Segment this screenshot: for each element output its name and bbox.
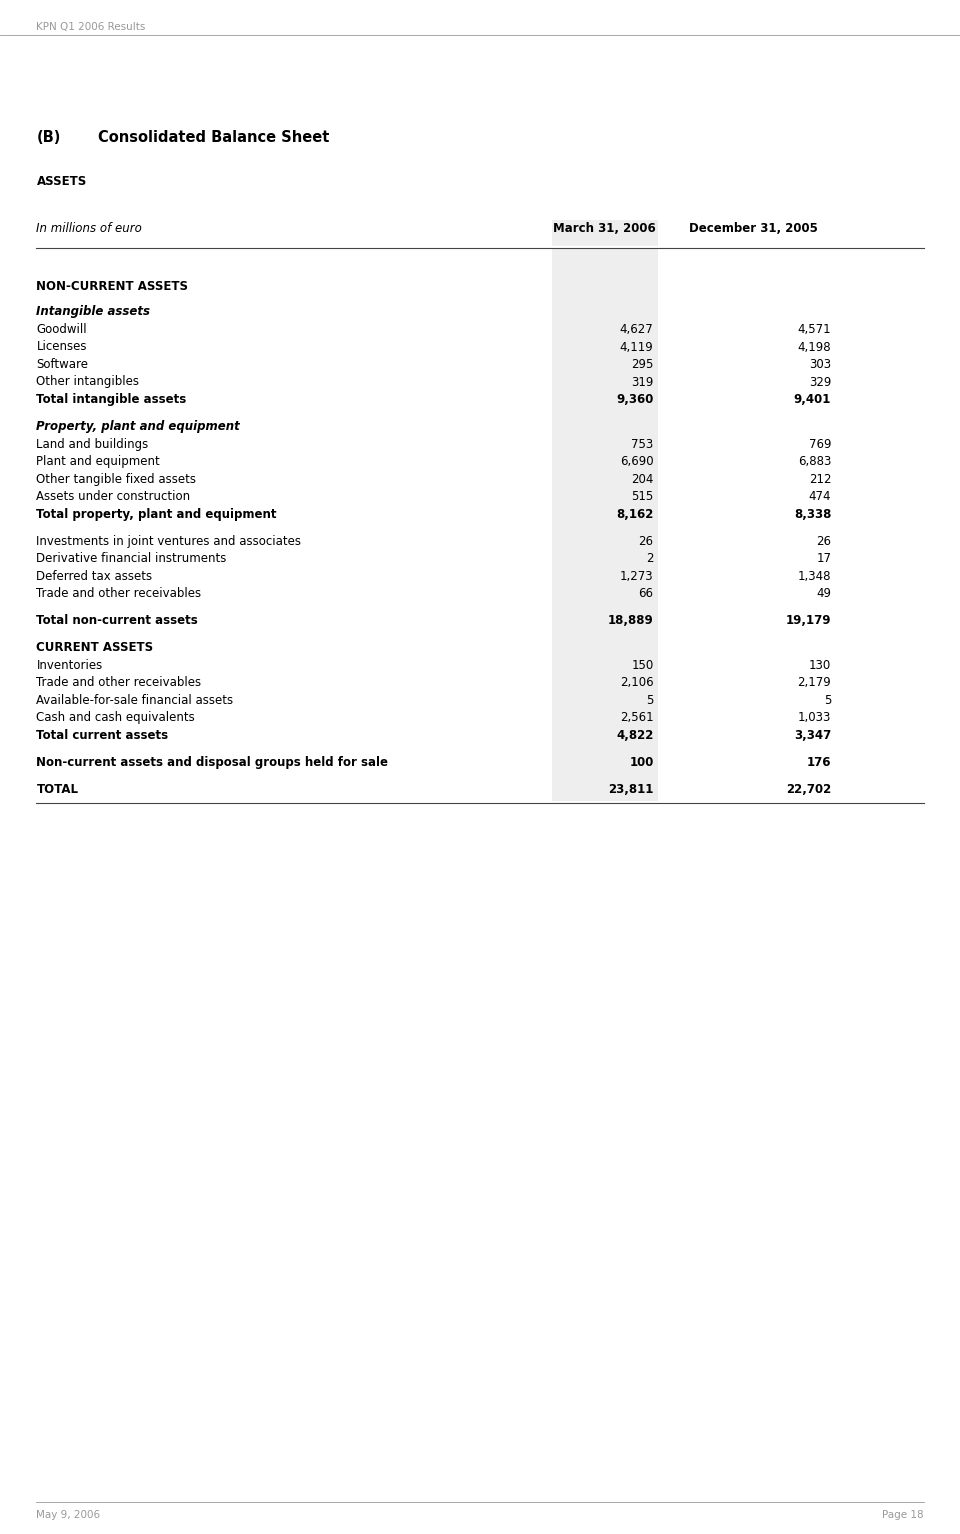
Text: 4,571: 4,571 [798, 324, 831, 336]
Text: Licenses: Licenses [36, 341, 87, 353]
Text: Investments in joint ventures and associates: Investments in joint ventures and associ… [36, 535, 301, 548]
Text: (B): (B) [36, 130, 60, 146]
Text: 4,119: 4,119 [620, 341, 654, 353]
Text: 769: 769 [808, 437, 831, 451]
Text: 26: 26 [638, 535, 654, 548]
Text: 2,106: 2,106 [620, 676, 654, 689]
Text: 5: 5 [824, 693, 831, 707]
Text: 22,702: 22,702 [786, 782, 831, 796]
Text: 4,198: 4,198 [798, 341, 831, 353]
Text: 1,033: 1,033 [798, 712, 831, 724]
Text: Intangible assets: Intangible assets [36, 305, 151, 319]
Text: Total intangible assets: Total intangible assets [36, 393, 187, 407]
Text: ASSETS: ASSETS [36, 175, 86, 189]
Text: 319: 319 [632, 376, 654, 388]
Text: 100: 100 [629, 756, 654, 769]
Text: 130: 130 [809, 660, 831, 672]
Text: Assets under construction: Assets under construction [36, 489, 191, 503]
Text: 176: 176 [806, 756, 831, 769]
Text: 474: 474 [808, 489, 831, 503]
Text: Available-for-sale financial assets: Available-for-sale financial assets [36, 693, 233, 707]
Text: 5: 5 [646, 693, 654, 707]
Text: Property, plant and equipment: Property, plant and equipment [36, 420, 240, 433]
Text: 19,179: 19,179 [785, 614, 831, 627]
Text: 17: 17 [816, 552, 831, 565]
Bar [552, 219, 658, 245]
Text: 212: 212 [808, 472, 831, 486]
Text: 329: 329 [809, 376, 831, 388]
Text: Trade and other receivables: Trade and other receivables [36, 676, 202, 689]
Text: March 31, 2006: March 31, 2006 [553, 222, 657, 235]
Text: December 31, 2005: December 31, 2005 [689, 222, 818, 235]
Text: 3,347: 3,347 [794, 729, 831, 742]
Text: Trade and other receivables: Trade and other receivables [36, 588, 202, 600]
Text: 6,883: 6,883 [798, 456, 831, 468]
Text: 2,179: 2,179 [798, 676, 831, 689]
Text: Goodwill: Goodwill [36, 324, 87, 336]
Text: 18,889: 18,889 [608, 614, 654, 627]
Text: Other intangibles: Other intangibles [36, 376, 139, 388]
Text: CURRENT ASSETS: CURRENT ASSETS [36, 641, 154, 655]
Text: May 9, 2006: May 9, 2006 [36, 1509, 101, 1520]
Text: Land and buildings: Land and buildings [36, 437, 149, 451]
Text: Total current assets: Total current assets [36, 729, 169, 742]
Text: 303: 303 [809, 357, 831, 371]
Text: 753: 753 [632, 437, 654, 451]
Text: 66: 66 [638, 588, 654, 600]
Text: KPN Q1 2006 Results: KPN Q1 2006 Results [36, 21, 146, 32]
Text: 6,690: 6,690 [620, 456, 654, 468]
Bar [552, 249, 658, 801]
Text: Plant and equipment: Plant and equipment [36, 456, 160, 468]
Text: Total non-current assets: Total non-current assets [36, 614, 198, 627]
Text: 8,338: 8,338 [794, 508, 831, 520]
Text: 515: 515 [632, 489, 654, 503]
Text: 23,811: 23,811 [609, 782, 654, 796]
Text: 1,348: 1,348 [798, 569, 831, 583]
Text: 295: 295 [632, 357, 654, 371]
Text: Software: Software [36, 357, 88, 371]
Text: Total property, plant and equipment: Total property, plant and equipment [36, 508, 277, 520]
Text: 2,561: 2,561 [620, 712, 654, 724]
Text: 204: 204 [632, 472, 654, 486]
Text: Non-current assets and disposal groups held for sale: Non-current assets and disposal groups h… [36, 756, 389, 769]
Text: Cash and cash equivalents: Cash and cash equivalents [36, 712, 195, 724]
Text: Consolidated Balance Sheet: Consolidated Balance Sheet [99, 130, 330, 146]
Text: Derivative financial instruments: Derivative financial instruments [36, 552, 227, 565]
Text: 2: 2 [646, 552, 654, 565]
Text: Deferred tax assets: Deferred tax assets [36, 569, 153, 583]
Text: 9,360: 9,360 [616, 393, 654, 407]
Text: 26: 26 [816, 535, 831, 548]
Text: 4,822: 4,822 [616, 729, 654, 742]
Text: 1,273: 1,273 [620, 569, 654, 583]
Text: Inventories: Inventories [36, 660, 103, 672]
Text: TOTAL: TOTAL [36, 782, 79, 796]
Text: 8,162: 8,162 [616, 508, 654, 520]
Text: Other tangible fixed assets: Other tangible fixed assets [36, 472, 197, 486]
Text: Page 18: Page 18 [882, 1509, 924, 1520]
Text: 49: 49 [816, 588, 831, 600]
Text: 150: 150 [632, 660, 654, 672]
Text: In millions of euro: In millions of euro [36, 222, 142, 235]
Text: 4,627: 4,627 [620, 324, 654, 336]
Text: 9,401: 9,401 [794, 393, 831, 407]
Text: NON-CURRENT ASSETS: NON-CURRENT ASSETS [36, 281, 188, 293]
